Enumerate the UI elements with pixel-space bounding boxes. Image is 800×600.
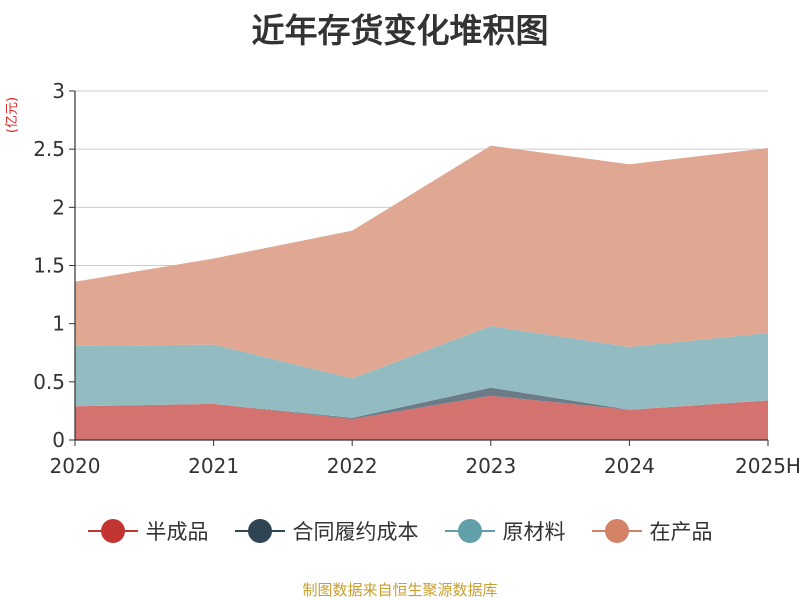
- source-note: 制图数据来自恒生聚源数据库: [302, 581, 498, 599]
- x-tick-label: 2025H: [735, 454, 800, 478]
- x-tick-label: 2022: [327, 454, 378, 478]
- legend-marker-icon: [234, 518, 285, 544]
- area-series-2: [75, 387, 768, 420]
- y-tick-label: 1.5: [33, 254, 65, 278]
- legend-item[interactable]: 在产品: [591, 516, 713, 546]
- legend-label: 半成品: [145, 520, 209, 544]
- y-tick-label: 0.5: [33, 370, 65, 394]
- y-tick-label: 2: [52, 195, 65, 219]
- legend: 半成品 合同履约成本 原材料 在产品: [0, 516, 800, 546]
- chart-title: 近年存货变化堆积图: [251, 11, 549, 50]
- area-series-1: [75, 395, 768, 440]
- x-tick-label: 2021: [188, 454, 239, 478]
- legend-item[interactable]: 半成品: [87, 516, 209, 546]
- area-series-3: [75, 325, 768, 418]
- legend-marker-icon: [444, 518, 495, 544]
- legend-marker-icon: [591, 518, 642, 544]
- legend-marker-dot: [100, 519, 125, 543]
- x-tick-label: 2023: [465, 454, 516, 478]
- x-tick-label: 2024: [604, 454, 655, 478]
- legend-marker-dot: [604, 519, 629, 543]
- legend-marker-icon: [87, 518, 138, 544]
- legend-item[interactable]: 原材料: [444, 516, 566, 546]
- legend-label: 原材料: [502, 520, 566, 544]
- legend-label: 合同履约成本: [292, 520, 419, 544]
- axes: 0 0.5 1 1.5 2 2.5 3 2020 2021 2022 2023 2024 2025H: [33, 79, 800, 478]
- x-tick-label: 2020: [50, 454, 101, 478]
- legend-label: 在产品: [649, 520, 713, 544]
- legend-marker-dot: [247, 519, 272, 543]
- area-series-4: [75, 145, 768, 379]
- y-tick-label: 3: [52, 79, 65, 103]
- y-tick-label: 2.5: [33, 137, 65, 161]
- area-series-group: [75, 145, 768, 440]
- legend-marker-dot: [457, 519, 482, 543]
- y-tick-label: 1: [52, 312, 65, 336]
- y-tick-label: 0: [52, 428, 65, 452]
- legend-item[interactable]: 合同履约成本: [234, 516, 419, 546]
- y-axis-unit-label: (亿元): [5, 97, 20, 133]
